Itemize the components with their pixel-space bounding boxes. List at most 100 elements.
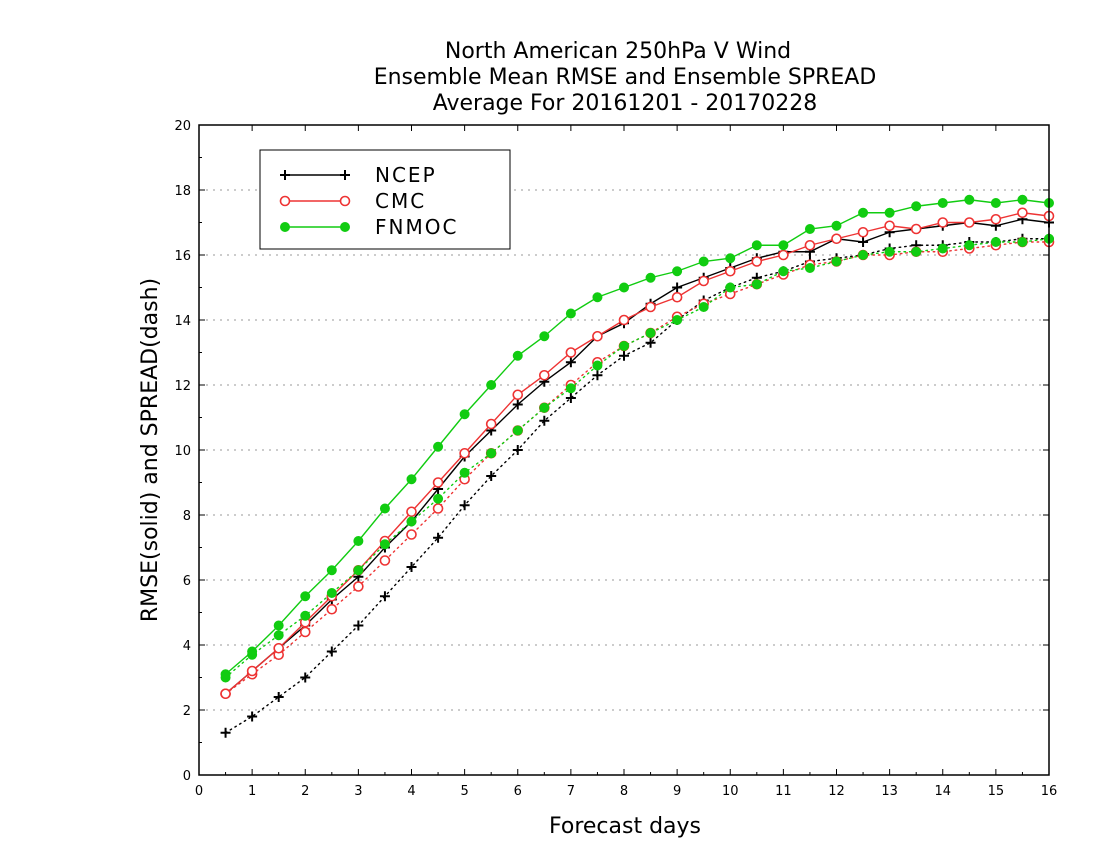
spread-point: [539, 415, 550, 426]
series-ncep: [220, 214, 1054, 738]
series-cmc-spread-line: [224, 241, 1050, 695]
legend-entry-fnmoc: FNMOC: [280, 215, 456, 239]
spread-point: [433, 532, 444, 543]
spread-point: [459, 467, 470, 478]
rmse-point: [858, 207, 869, 218]
spread-point: [353, 581, 364, 592]
rmse-point: [353, 536, 364, 546]
spread-point: [698, 302, 709, 312]
y-tick-label: 2: [183, 704, 191, 719]
x-tick-label: 2: [301, 784, 309, 799]
rmse-point: [645, 272, 656, 283]
y-tick-label: 16: [174, 249, 191, 264]
spread-point: [964, 240, 975, 251]
spread-point: [619, 341, 629, 351]
rmse-point: [485, 418, 497, 430]
rmse-point: [858, 237, 869, 247]
rmse-point: [672, 266, 683, 277]
rmse-point: [831, 220, 842, 231]
rmse-point: [990, 213, 1002, 225]
legend-entry-cmc: CMC: [279, 189, 426, 213]
rmse-point: [273, 620, 284, 631]
rmse-point: [884, 220, 895, 232]
spread-point: [379, 539, 390, 550]
legend-marker-right: [340, 170, 350, 180]
rmse-point: [937, 198, 948, 208]
rmse-point: [804, 224, 815, 234]
legend-label: NCEP: [375, 163, 437, 187]
x-tick-label: 5: [460, 784, 468, 799]
x-tick-label: 13: [881, 784, 898, 799]
spread-point: [459, 500, 470, 511]
x-tick-label: 8: [620, 784, 628, 799]
y-tick-label: 6: [183, 574, 191, 589]
title-line-3: Average For 20161201 - 20170228: [433, 91, 818, 116]
spread-point: [831, 256, 842, 267]
legend-entry-ncep: NCEP: [280, 163, 437, 187]
rmse-point: [459, 447, 470, 459]
rmse-point: [220, 688, 231, 700]
rmse-point: [486, 380, 497, 390]
title-line-1: North American 250hPa V Wind: [445, 39, 791, 64]
rmse-point: [724, 265, 736, 277]
x-tick-label: 14: [934, 784, 951, 799]
spread-point: [1017, 237, 1028, 247]
spread-point: [512, 425, 523, 436]
x-tick-label: 4: [407, 784, 415, 799]
rmse-point: [619, 282, 629, 293]
rmse-point: [565, 347, 577, 358]
series-fnmoc-rmse-line: [225, 199, 1050, 675]
rmse-point: [751, 256, 763, 267]
legend-label: CMC: [375, 189, 426, 213]
spread-point: [645, 328, 656, 338]
spread-point: [539, 402, 550, 413]
spread-point: [300, 610, 311, 621]
spread-point: [379, 591, 390, 602]
spread-point: [592, 360, 603, 371]
rmse-point: [990, 198, 1001, 208]
y-tick-label: 14: [174, 314, 191, 329]
rmse-point: [432, 477, 444, 488]
rmse-point: [592, 330, 603, 342]
x-tick-label: 11: [775, 784, 792, 799]
x-axis: 0 1 2 3 4 5 6 7 8 9 10 11 12 13 14 15 16: [195, 125, 1057, 799]
spread-point: [858, 250, 869, 260]
spread-point: [804, 263, 815, 273]
spread-point: [990, 237, 1001, 247]
rmse-point: [911, 201, 922, 212]
spread-point: [486, 471, 497, 481]
rmse-point: [778, 240, 789, 251]
rmse-point: [246, 665, 258, 677]
legend-marker-left: [280, 170, 290, 180]
spread-point: [220, 727, 231, 738]
rmse-point: [592, 292, 603, 303]
rmse-point: [326, 565, 337, 576]
x-tick-label: 0: [195, 784, 203, 799]
legend-marker-left: [279, 195, 291, 207]
spread-point: [725, 282, 736, 293]
rmse-point: [247, 646, 258, 657]
rmse-point: [698, 256, 709, 267]
spread-point: [937, 243, 948, 254]
series-ncep-rmse-line: [225, 218, 1050, 695]
spread-point: [353, 565, 364, 576]
rmse-point: [884, 207, 895, 218]
rmse-point: [618, 314, 630, 326]
rmse-point: [698, 275, 709, 287]
x-tick-label: 1: [248, 784, 256, 799]
y-tick-label: 12: [174, 379, 191, 394]
rmse-point: [1017, 194, 1028, 205]
legend-marker-right: [339, 195, 351, 207]
rmse-point: [831, 233, 842, 245]
rmse-point: [300, 591, 311, 602]
spread-point: [353, 620, 364, 631]
x-tick-label: 10: [722, 784, 739, 799]
spread-point: [751, 279, 762, 290]
rmse-point: [964, 217, 975, 228]
spread-point: [884, 246, 895, 257]
spread-point: [645, 337, 656, 348]
chart-title: North American 250hPa V Wind Ensemble Me…: [374, 39, 877, 116]
spread-point: [565, 383, 576, 394]
rmse-point: [379, 503, 390, 514]
